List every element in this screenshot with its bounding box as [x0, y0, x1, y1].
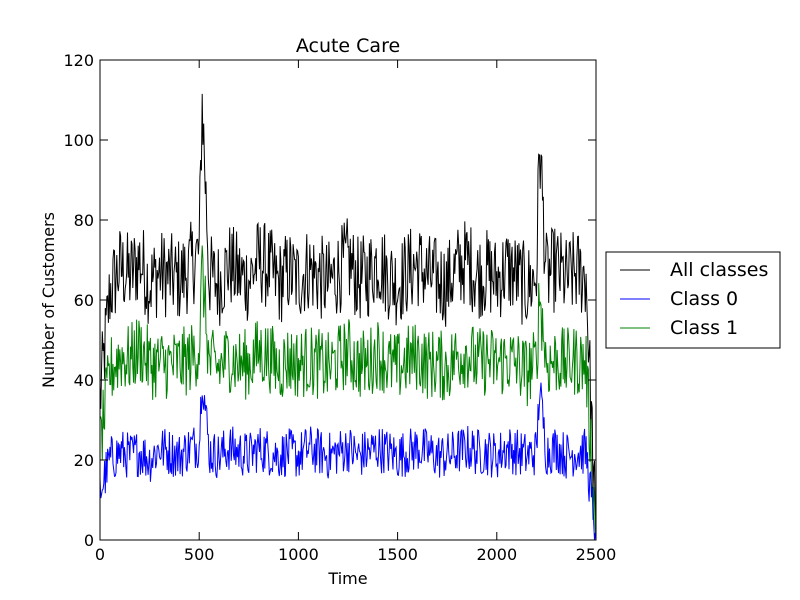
legend-label-class-1: Class 1 — [670, 317, 738, 339]
y-tick-label-40: 40 — [74, 371, 94, 390]
legend-label-class-0: Class 0 — [670, 288, 738, 310]
x-tick-label-2500: 2500 — [576, 545, 617, 564]
series-layer — [99, 93, 597, 541]
y-tick-label-80: 80 — [74, 211, 94, 230]
x-tick-label-1000: 1000 — [278, 545, 319, 564]
y-tick-label-120: 120 — [63, 51, 94, 70]
y-tick-label-100: 100 — [63, 131, 94, 150]
x-tick-label-2000: 2000 — [476, 545, 517, 564]
x-axis-label: Time — [327, 569, 367, 588]
series-line-class-0 — [99, 382, 597, 541]
chart-title: Acute Care — [296, 35, 400, 57]
y-tick-label-60: 60 — [74, 291, 94, 310]
x-tick-label-500: 500 — [184, 545, 215, 564]
series-line-class-1 — [99, 245, 597, 541]
x-tick-label-0: 0 — [95, 545, 105, 564]
y-tick-label-0: 0 — [84, 531, 94, 550]
x-ticks: 0 500 1000 1500 2000 2500 — [95, 60, 616, 564]
y-ticks: 0 20 40 60 80 100 120 — [63, 51, 596, 550]
x-tick-label-1500: 1500 — [377, 545, 418, 564]
legend-label-all-classes: All classes — [670, 259, 768, 281]
y-axis-label: Number of Customers — [39, 212, 58, 388]
legend: All classes Class 0 Class 1 — [605, 251, 781, 349]
series-line-all-classes — [99, 93, 597, 541]
legend-box — [605, 251, 781, 349]
y-tick-label-20: 20 — [74, 451, 94, 470]
